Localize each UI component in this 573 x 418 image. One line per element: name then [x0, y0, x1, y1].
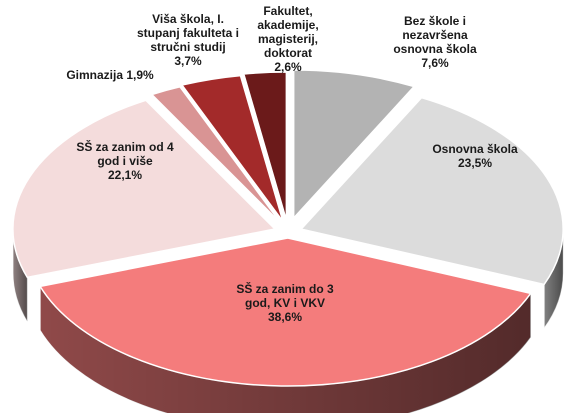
slice-label-name: Fakultet, akademije, magisterij, doktora…: [257, 4, 319, 60]
slice-label-value: 2,6%: [274, 60, 302, 74]
slice-label-name: Bez škole i nezavršena osnovna škola: [393, 14, 477, 56]
pie-slice-side-shade-3: [40, 286, 531, 418]
pie-slice-4: [12, 99, 277, 279]
slice-label-value: 7,6%: [421, 56, 449, 70]
pie-slice-6: [180, 74, 284, 223]
slice-label-value: 38,6%: [267, 310, 303, 324]
slice-label-value: 1,9%: [123, 68, 154, 82]
slice-label-6: Viša škola, I. stupanj fakulteta i struč…: [118, 12, 258, 68]
slice-label-7: Fakultet, akademije, magisterij, doktora…: [238, 4, 338, 74]
pie-slice-5: [150, 85, 282, 224]
slice-label-1: Bez škole i nezavršena osnovna škola 7,6%: [380, 14, 490, 70]
slice-label-name: SŠ za zanim do 3 god, KV i VKV: [236, 282, 334, 310]
pie-slice-side-shade-2: [544, 229, 564, 329]
slice-label-name: Viša škola, I. stupanj fakulteta i struč…: [136, 12, 240, 54]
slice-label-value: 23,5%: [457, 156, 493, 170]
pie-slice-1: [292, 69, 416, 220]
pie-slice-side-shade-4: [12, 229, 28, 322]
slice-label-name: SŠ za zanim od 4 god i više: [76, 140, 174, 168]
slice-label-4: SŠ za zanim od 4 god i više 22,1%: [60, 140, 190, 182]
pie-slice-7: [242, 71, 288, 221]
pie-slice-3: [38, 237, 533, 387]
slice-label-value: 22,1%: [107, 168, 143, 182]
slice-label-5: Gimnazija 1,9%: [50, 68, 170, 82]
slice-label-name: Gimnazija: [66, 68, 123, 82]
slice-label-3: SŠ za zanim do 3 god, KV i VKV 38,6%: [210, 282, 360, 324]
slice-label-2: Osnovna škola 23,5%: [420, 142, 530, 170]
slice-label-value: 3,7%: [174, 54, 202, 68]
slice-label-name: Osnovna škola: [432, 142, 518, 156]
pie-slice-2: [299, 96, 564, 286]
